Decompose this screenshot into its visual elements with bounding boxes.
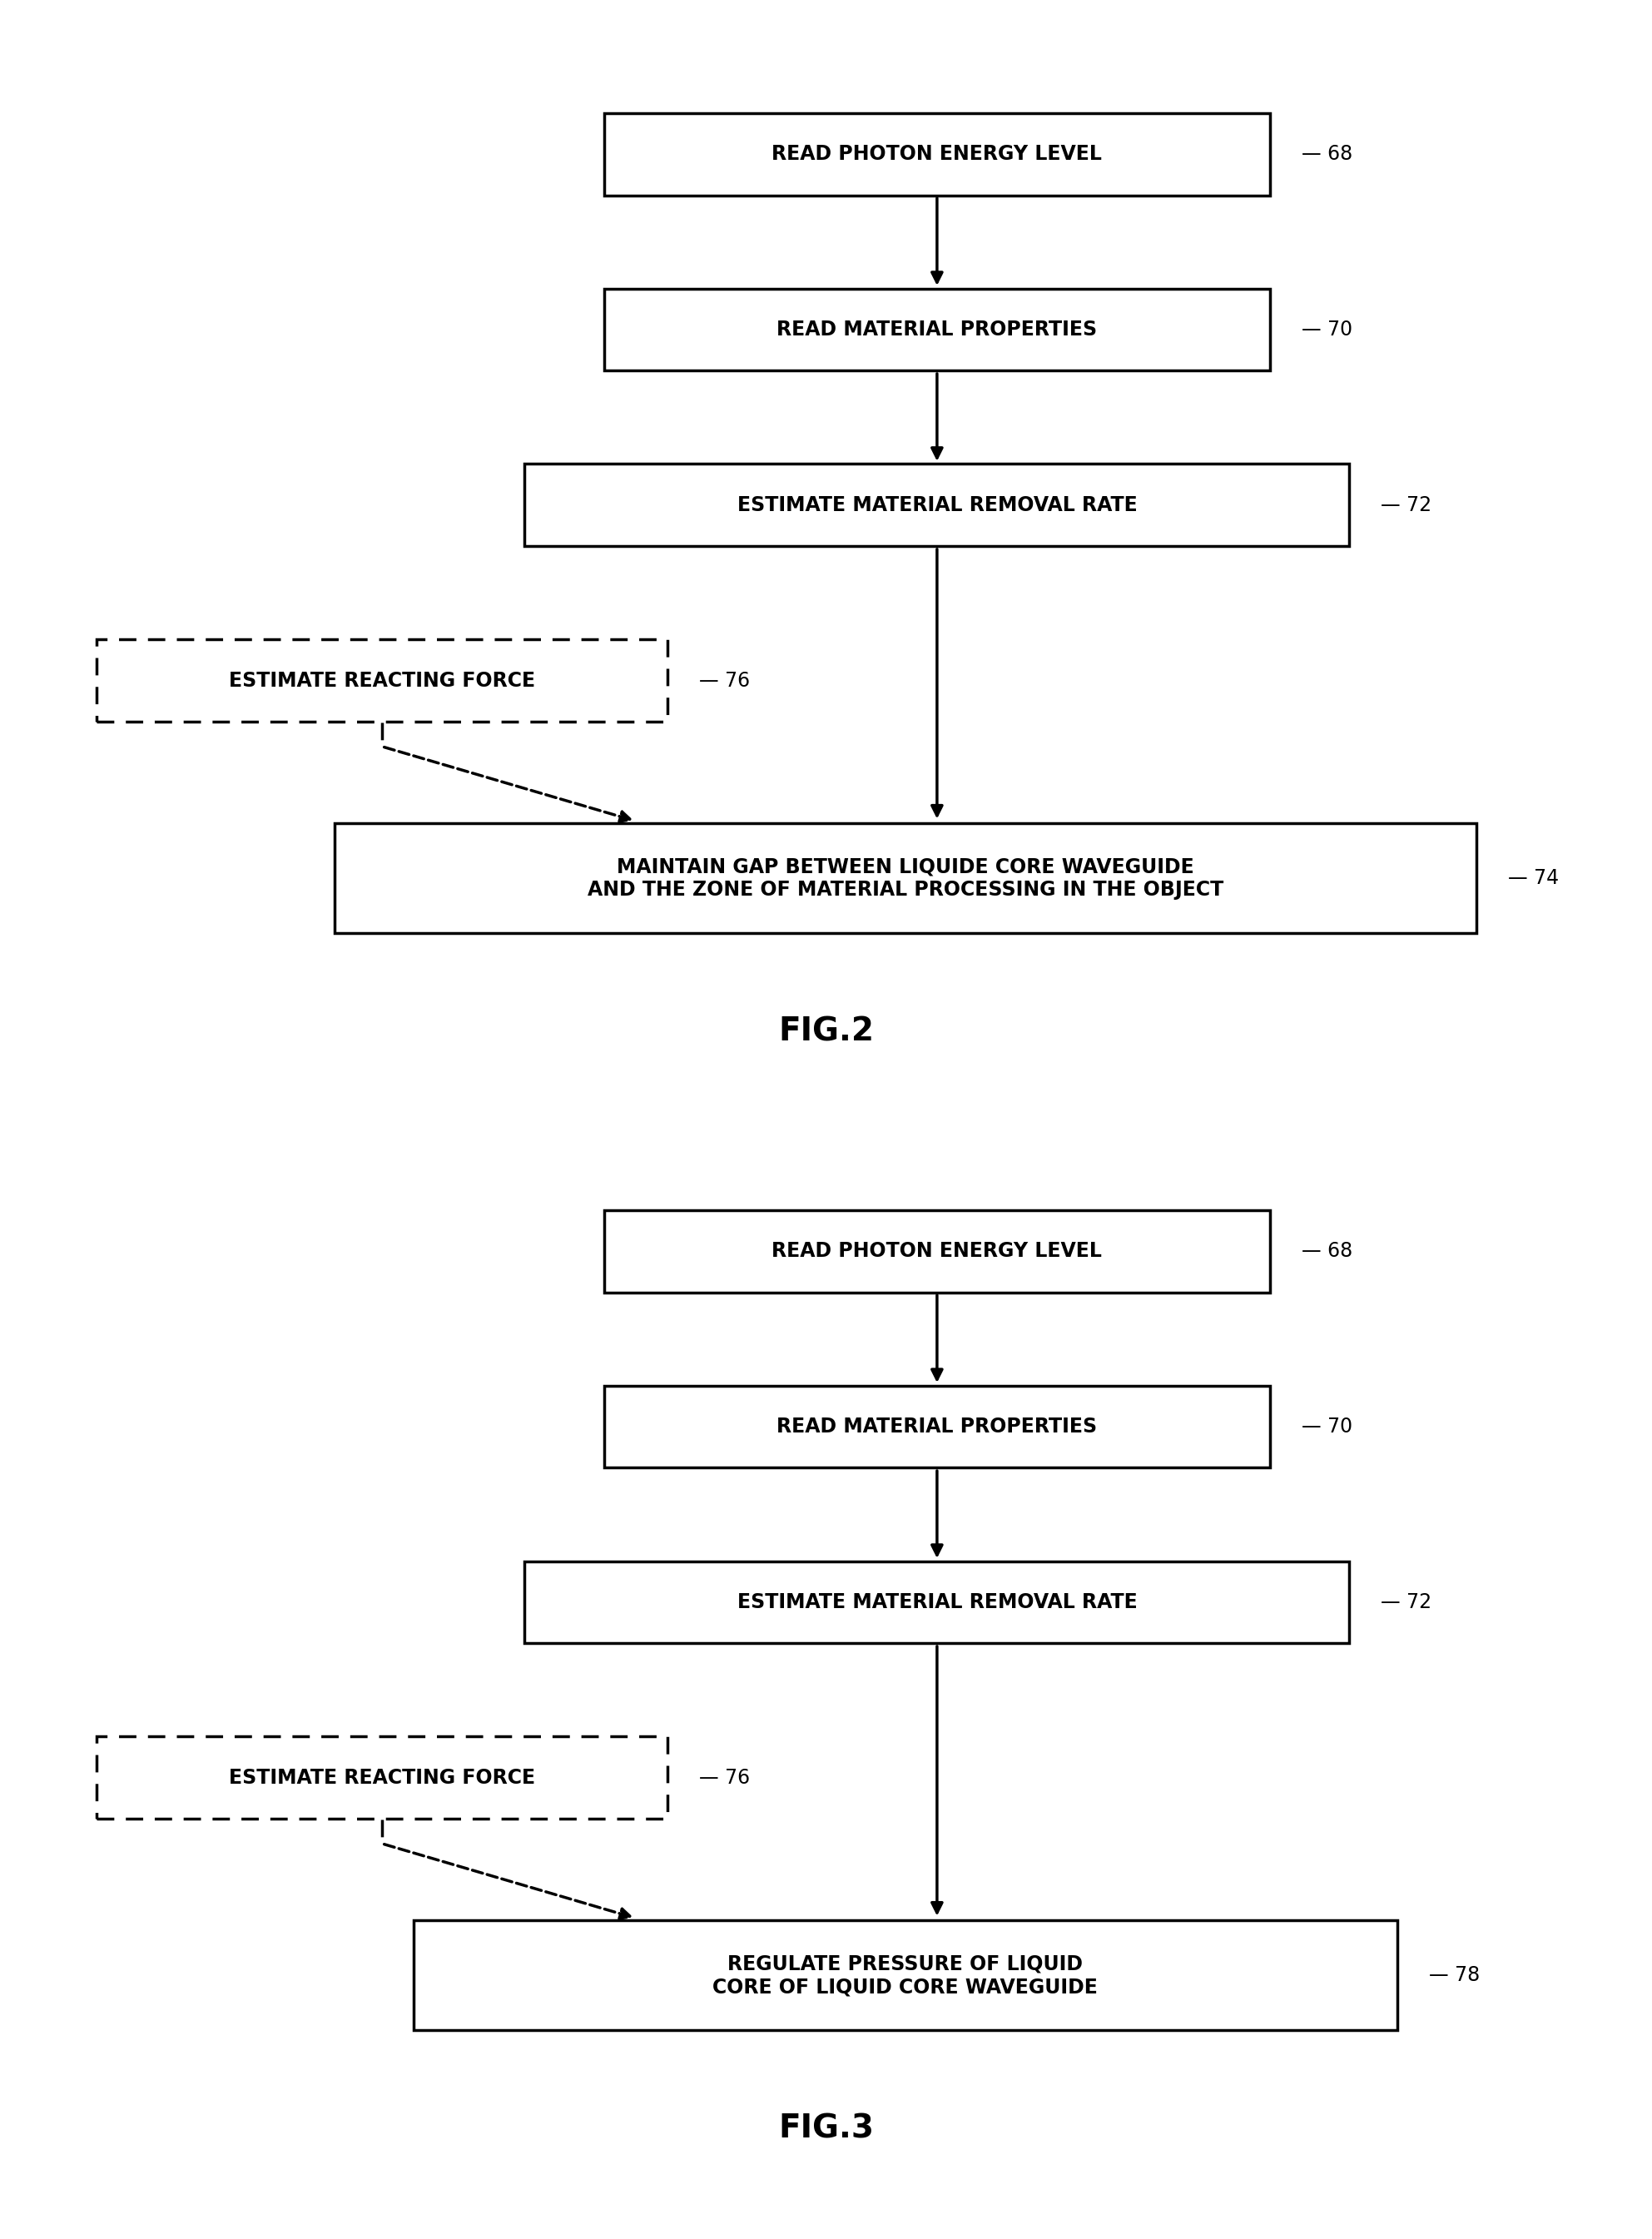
Text: ESTIMATE REACTING FORCE: ESTIMATE REACTING FORCE [228,672,535,690]
FancyBboxPatch shape [605,1386,1270,1469]
Text: READ PHOTON ENERGY LEVEL: READ PHOTON ENERGY LEVEL [771,1240,1102,1261]
Text: ESTIMATE MATERIAL REMOVAL RATE: ESTIMATE MATERIAL REMOVAL RATE [737,1592,1137,1612]
Text: — 70: — 70 [1302,1417,1353,1437]
Text: — 72: — 72 [1381,1592,1432,1612]
Text: READ PHOTON ENERGY LEVEL: READ PHOTON ENERGY LEVEL [771,143,1102,163]
Text: READ MATERIAL PROPERTIES: READ MATERIAL PROPERTIES [776,1417,1097,1437]
Text: — 76: — 76 [699,672,750,690]
Text: FIG.3: FIG.3 [778,2114,874,2145]
Text: FIG.2: FIG.2 [778,1017,874,1048]
Text: ESTIMATE MATERIAL REMOVAL RATE: ESTIMATE MATERIAL REMOVAL RATE [737,495,1137,515]
FancyBboxPatch shape [605,112,1270,195]
Text: READ MATERIAL PROPERTIES: READ MATERIAL PROPERTIES [776,320,1097,340]
FancyBboxPatch shape [525,463,1350,546]
FancyBboxPatch shape [605,289,1270,372]
Text: ESTIMATE REACTING FORCE: ESTIMATE REACTING FORCE [228,1769,535,1787]
FancyBboxPatch shape [413,1921,1398,2031]
Text: — 68: — 68 [1302,143,1353,163]
Text: REGULATE PRESSURE OF LIQUID
CORE OF LIQUID CORE WAVEGUIDE: REGULATE PRESSURE OF LIQUID CORE OF LIQU… [712,1955,1099,1997]
Text: — 68: — 68 [1302,1240,1353,1261]
FancyBboxPatch shape [334,824,1477,934]
Text: — 70: — 70 [1302,320,1353,340]
Text: — 74: — 74 [1508,869,1559,889]
Text: MAINTAIN GAP BETWEEN LIQUIDE CORE WAVEGUIDE
AND THE ZONE OF MATERIAL PROCESSING : MAINTAIN GAP BETWEEN LIQUIDE CORE WAVEGU… [586,858,1224,900]
Text: — 78: — 78 [1429,1966,1480,1986]
FancyBboxPatch shape [96,1737,667,1818]
FancyBboxPatch shape [605,1209,1270,1292]
FancyBboxPatch shape [525,1561,1350,1643]
Text: — 76: — 76 [699,1769,750,1787]
FancyBboxPatch shape [96,640,667,721]
Text: — 72: — 72 [1381,495,1432,515]
